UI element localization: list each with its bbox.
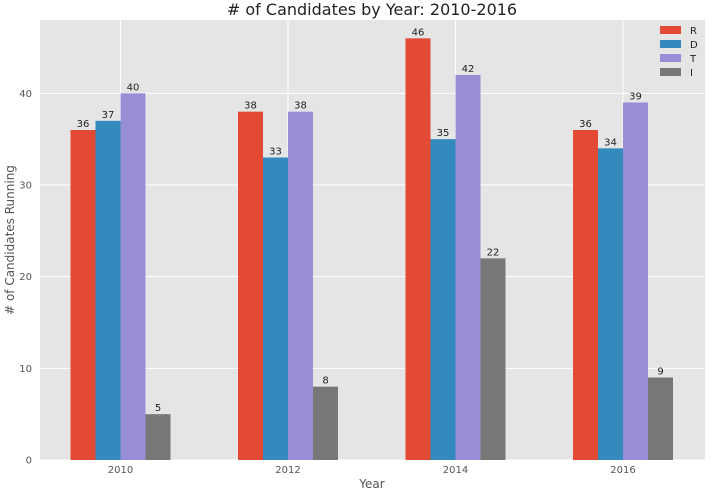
y-axis-ticks: 0 10 20 30 40 [19, 89, 32, 467]
x-axis-ticks: 2010 2012 2014 2016 [108, 465, 636, 476]
bar-D-2016 [598, 148, 623, 461]
y-axis-label: # of Candidates Running [3, 165, 17, 315]
y-tick-label: 20 [19, 272, 32, 283]
bar-D-2010 [95, 120, 121, 460]
bar-I-2010 [145, 414, 171, 460]
data-label-I-2014: 22 [487, 247, 500, 258]
data-label-T-2016: 39 [629, 92, 642, 103]
data-label-D-2012: 33 [269, 147, 282, 158]
x-tick-label: 2014 [443, 465, 468, 476]
bar-T-2010 [120, 93, 146, 460]
legend-label-I: I [690, 68, 693, 79]
bar-T-2012 [288, 111, 313, 461]
y-tick-label: 10 [19, 364, 32, 375]
y-tick-label: 0 [26, 456, 32, 467]
data-label-R-2014: 46 [412, 27, 425, 38]
bar-D-2014 [430, 139, 456, 460]
data-label-D-2014: 35 [437, 128, 450, 139]
data-label-D-2010: 37 [102, 110, 115, 121]
data-label-R-2012: 38 [244, 101, 257, 112]
data-label-R-2016: 36 [579, 119, 592, 130]
bar-R-2016 [573, 130, 598, 460]
bar-I-2014 [480, 258, 506, 460]
data-labels: 36 37 40 5 38 33 38 8 46 35 42 22 36 34 39 9 [77, 27, 664, 414]
bar-T-2014 [455, 75, 481, 460]
bar-I-2012 [313, 386, 338, 460]
data-label-D-2016: 34 [604, 137, 617, 148]
bar-R-2012 [238, 111, 263, 461]
x-tick-label: 2012 [275, 465, 300, 476]
bar-I-2016 [648, 377, 673, 460]
bars [70, 38, 673, 461]
legend-swatch-R [660, 26, 681, 34]
y-tick-label: 30 [19, 181, 32, 192]
bar-R-2014 [405, 38, 431, 460]
chart-title: # of Candidates by Year: 2010-2016 [227, 0, 517, 19]
data-label-T-2012: 38 [294, 101, 307, 112]
bar-D-2012 [263, 157, 288, 460]
bar-T-2016 [623, 102, 648, 460]
legend-swatch-T [660, 54, 681, 62]
legend-label-R: R [690, 26, 697, 37]
data-label-R-2010: 36 [77, 119, 90, 130]
legend-swatch-D [660, 40, 681, 48]
x-tick-label: 2010 [108, 465, 133, 476]
x-axis-label: Year [358, 477, 384, 491]
data-label-I-2016: 9 [657, 367, 663, 378]
data-label-I-2010: 5 [155, 403, 161, 414]
bar-R-2010 [70, 130, 96, 460]
legend-label-D: D [690, 40, 698, 51]
x-tick-label: 2016 [610, 465, 635, 476]
y-tick-label: 40 [19, 89, 32, 100]
data-label-T-2014: 42 [462, 64, 475, 75]
data-label-T-2010: 40 [127, 82, 140, 93]
data-label-I-2012: 8 [322, 376, 328, 387]
legend-swatch-I [660, 68, 681, 76]
legend-label-T: T [689, 54, 697, 65]
